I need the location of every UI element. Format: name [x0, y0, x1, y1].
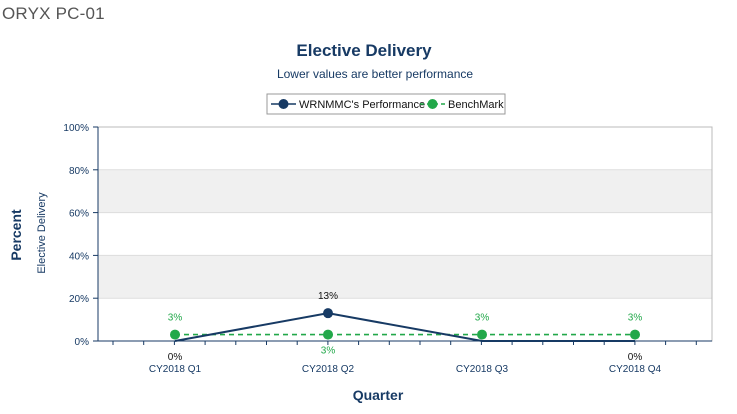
plot-band	[98, 169, 712, 213]
performance-data-label: 0%	[628, 352, 643, 363]
y-axis-label: Percent	[8, 209, 24, 261]
y-tick-label: 80%	[69, 166, 89, 177]
series-line-performance	[174, 312, 635, 342]
benchmark-point	[170, 329, 180, 340]
y-tick-label: 20%	[69, 294, 89, 305]
page-header: ORYX PC-01	[2, 4, 105, 23]
plot-band	[98, 255, 712, 299]
x-tick-label: CY2018 Q2	[302, 364, 355, 375]
y-axis-label-secondary: Elective Delivery	[36, 192, 48, 274]
legend-marker-perf	[278, 99, 289, 109]
y-tick-label: 100%	[63, 123, 89, 134]
legend-box	[266, 93, 506, 115]
performance-data-label: 13%	[318, 291, 338, 302]
benchmark-point	[630, 329, 640, 340]
x-tick-label: CY2018 Q1	[149, 364, 202, 375]
performance-point	[323, 308, 333, 319]
benchmark-point	[477, 329, 487, 340]
x-tick-label: CY2018 Q4	[609, 364, 662, 375]
plot-area: 0% 20% 40% 60% 80% 100% CY2018 Q1 CY2018 Q2 CY20…	[63, 123, 713, 375]
y-tick-label: 60%	[69, 209, 89, 220]
y-tick-label: 40%	[69, 251, 89, 262]
performance-data-label: 0%	[168, 352, 183, 363]
benchmark-point	[323, 329, 333, 340]
plot-border	[97, 126, 713, 342]
chart-subtitle: Lower values are better performance	[277, 67, 473, 81]
legend-label-bench: BenchMark	[448, 99, 504, 111]
benchmark-data-label: 3%	[475, 313, 490, 324]
benchmark-data-label: 3%	[321, 346, 336, 357]
legend-label-perf: WRNMMC's Performance	[299, 99, 425, 111]
legend: WRNMMC's Performance BenchMark	[266, 93, 506, 115]
y-tick-label: 0%	[75, 337, 90, 348]
x-tick-label: CY2018 Q3	[456, 364, 509, 375]
chart-title: Elective Delivery	[296, 41, 432, 60]
benchmark-data-label: 3%	[628, 313, 643, 324]
x-axis-label: Quarter	[353, 387, 404, 403]
legend-marker-bench	[427, 99, 438, 109]
benchmark-data-label: 3%	[168, 313, 183, 324]
